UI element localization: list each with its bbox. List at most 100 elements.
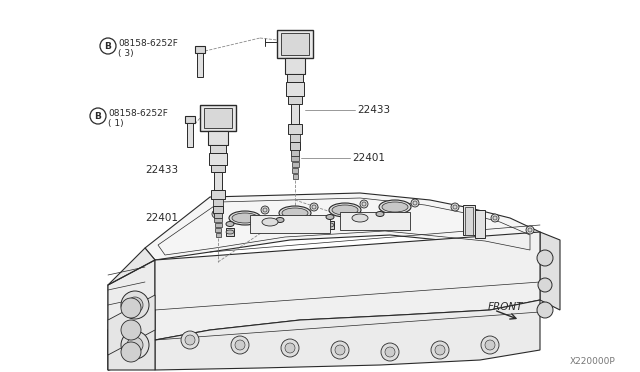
Bar xyxy=(288,96,302,104)
Circle shape xyxy=(285,343,295,353)
Polygon shape xyxy=(155,232,540,340)
Bar xyxy=(277,30,313,58)
Bar xyxy=(293,174,298,179)
Bar xyxy=(290,142,300,150)
Bar xyxy=(187,123,193,147)
Text: 08158-6252F: 08158-6252F xyxy=(118,38,178,48)
Bar xyxy=(291,104,299,124)
Bar xyxy=(211,190,225,199)
Polygon shape xyxy=(108,310,155,370)
Bar xyxy=(326,221,334,229)
Bar xyxy=(287,74,303,82)
Circle shape xyxy=(381,343,399,361)
Ellipse shape xyxy=(382,202,408,212)
Bar xyxy=(292,162,299,167)
Ellipse shape xyxy=(226,221,234,227)
Ellipse shape xyxy=(232,213,258,223)
Text: 22401: 22401 xyxy=(145,213,178,223)
Circle shape xyxy=(385,347,395,357)
Bar xyxy=(214,213,222,218)
Bar xyxy=(291,156,299,161)
Circle shape xyxy=(310,203,318,211)
Circle shape xyxy=(181,331,199,349)
Ellipse shape xyxy=(226,230,234,234)
Circle shape xyxy=(435,345,445,355)
Circle shape xyxy=(127,337,143,353)
Ellipse shape xyxy=(282,208,308,218)
Text: 22433: 22433 xyxy=(357,105,390,115)
Circle shape xyxy=(212,210,220,218)
Circle shape xyxy=(485,340,495,350)
Circle shape xyxy=(431,341,449,359)
Bar xyxy=(195,46,205,53)
Bar xyxy=(213,199,223,206)
Ellipse shape xyxy=(379,200,411,214)
Bar xyxy=(185,116,195,123)
Ellipse shape xyxy=(326,223,334,227)
Polygon shape xyxy=(145,193,540,260)
Bar xyxy=(213,206,223,213)
Bar xyxy=(211,165,225,172)
Circle shape xyxy=(451,203,459,211)
Circle shape xyxy=(121,291,149,319)
Bar xyxy=(288,124,302,134)
Text: B: B xyxy=(104,42,111,51)
Circle shape xyxy=(121,320,141,340)
Circle shape xyxy=(231,336,249,354)
Circle shape xyxy=(538,278,552,292)
Circle shape xyxy=(411,199,419,207)
Bar xyxy=(209,153,227,165)
Ellipse shape xyxy=(262,218,278,226)
Text: X220000P: X220000P xyxy=(569,357,615,366)
Bar xyxy=(204,108,232,128)
Circle shape xyxy=(537,250,553,266)
Bar xyxy=(286,82,304,96)
Bar xyxy=(210,145,226,153)
Text: ( 3): ( 3) xyxy=(118,48,134,58)
Bar xyxy=(226,228,234,236)
Bar xyxy=(215,228,221,232)
Text: 22433: 22433 xyxy=(145,165,178,175)
Bar xyxy=(281,33,309,55)
Circle shape xyxy=(360,200,368,208)
Text: ( 1): ( 1) xyxy=(108,119,124,128)
Bar xyxy=(214,172,222,190)
Polygon shape xyxy=(155,300,540,370)
Circle shape xyxy=(121,331,149,359)
Bar xyxy=(463,205,475,235)
Ellipse shape xyxy=(329,203,361,217)
Ellipse shape xyxy=(326,215,334,219)
Ellipse shape xyxy=(229,211,261,225)
Ellipse shape xyxy=(376,212,384,217)
Bar xyxy=(250,215,330,233)
Bar xyxy=(291,150,299,156)
Text: FRONT: FRONT xyxy=(488,302,524,312)
Bar xyxy=(216,233,221,237)
Ellipse shape xyxy=(376,220,384,224)
Ellipse shape xyxy=(352,214,368,222)
Bar xyxy=(465,207,473,235)
Bar xyxy=(215,223,222,227)
Circle shape xyxy=(185,335,195,345)
Text: B: B xyxy=(95,112,101,121)
Text: 08158-6252F: 08158-6252F xyxy=(108,109,168,118)
Ellipse shape xyxy=(279,206,311,220)
Bar xyxy=(276,224,284,232)
Bar xyxy=(208,131,228,145)
Circle shape xyxy=(121,342,141,362)
Bar xyxy=(475,210,485,238)
Circle shape xyxy=(335,345,345,355)
Polygon shape xyxy=(108,295,155,355)
Polygon shape xyxy=(540,232,560,310)
Circle shape xyxy=(537,302,553,318)
Circle shape xyxy=(127,297,143,313)
Ellipse shape xyxy=(276,226,284,230)
Bar xyxy=(285,58,305,74)
Bar xyxy=(214,218,222,222)
Circle shape xyxy=(331,341,349,359)
Polygon shape xyxy=(108,260,155,370)
Circle shape xyxy=(491,214,499,222)
Circle shape xyxy=(261,206,269,214)
Polygon shape xyxy=(108,248,155,370)
Bar xyxy=(292,168,298,173)
